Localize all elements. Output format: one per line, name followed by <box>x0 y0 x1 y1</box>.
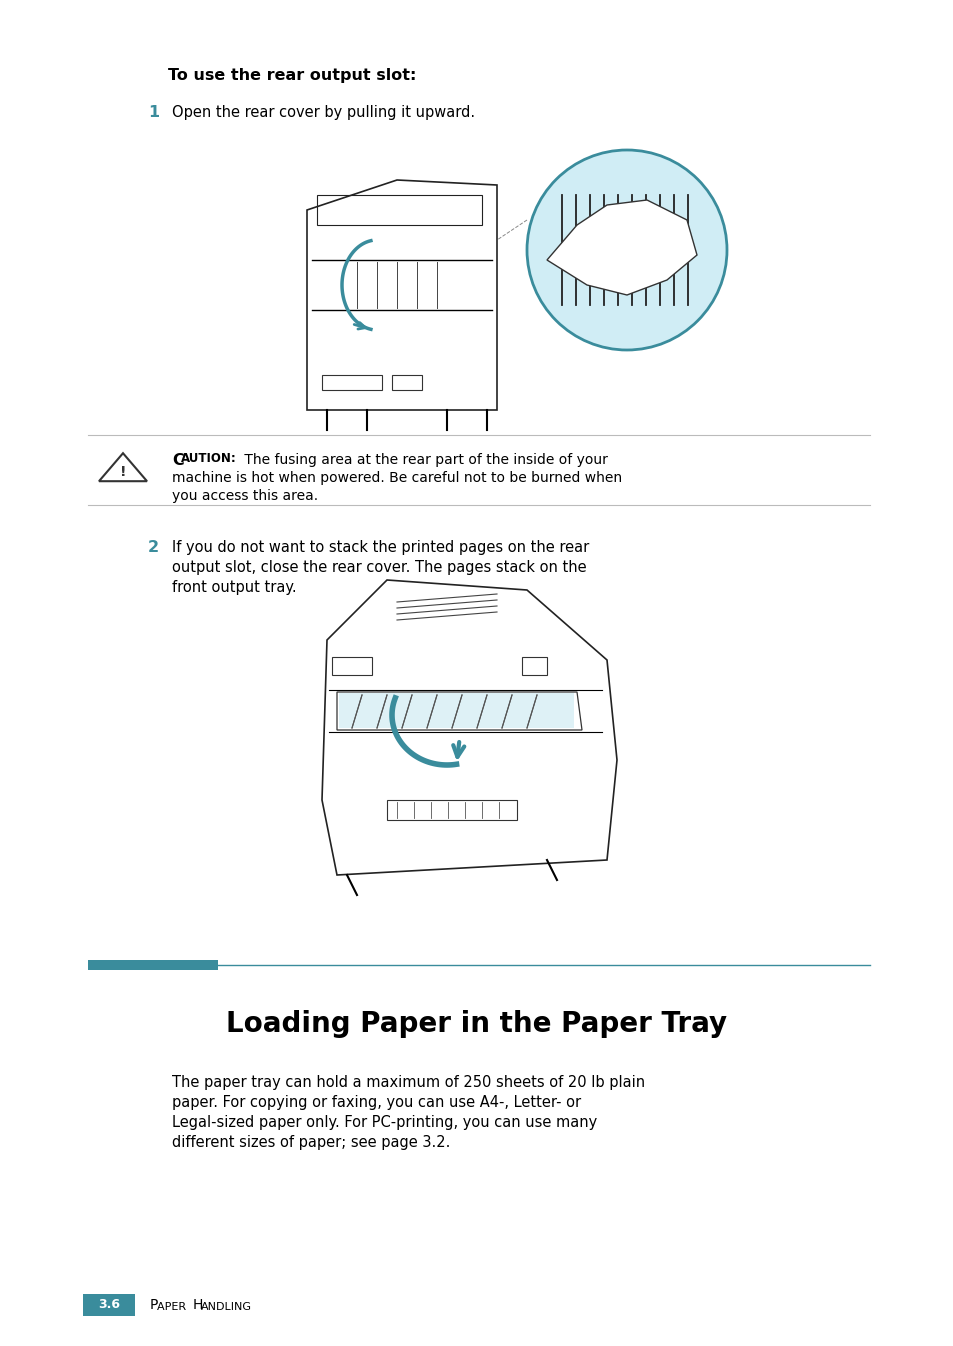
Text: front output tray.: front output tray. <box>172 580 296 595</box>
Text: C: C <box>172 454 184 468</box>
Bar <box>387 800 517 820</box>
Text: P: P <box>150 1298 158 1312</box>
Bar <box>392 376 421 390</box>
Circle shape <box>526 149 726 350</box>
Polygon shape <box>546 201 697 295</box>
Text: Legal-sized paper only. For PC-printing, you can use many: Legal-sized paper only. For PC-printing,… <box>172 1114 597 1131</box>
Text: APER: APER <box>157 1302 190 1312</box>
Text: Loading Paper in the Paper Tray: Loading Paper in the Paper Tray <box>226 1010 727 1038</box>
Text: you access this area.: you access this area. <box>172 489 317 503</box>
Text: !: ! <box>120 464 126 479</box>
Text: machine is hot when powered. Be careful not to be burned when: machine is hot when powered. Be careful … <box>172 471 621 485</box>
Text: 1: 1 <box>148 105 159 120</box>
Text: ANDLING: ANDLING <box>201 1302 252 1312</box>
Text: AUTION:: AUTION: <box>181 452 236 464</box>
Text: The paper tray can hold a maximum of 250 sheets of 20 lb plain: The paper tray can hold a maximum of 250… <box>172 1075 644 1090</box>
Text: 3.6: 3.6 <box>98 1299 120 1311</box>
Text: different sizes of paper; see page 3.2.: different sizes of paper; see page 3.2. <box>172 1135 450 1149</box>
Bar <box>332 657 372 674</box>
Text: paper. For copying or faxing, you can use A4-, Letter- or: paper. For copying or faxing, you can us… <box>172 1096 580 1110</box>
Text: output slot, close the rear cover. The pages stack on the: output slot, close the rear cover. The p… <box>172 560 586 575</box>
Text: Open the rear cover by pulling it upward.: Open the rear cover by pulling it upward… <box>172 105 475 120</box>
Bar <box>338 693 574 728</box>
Bar <box>316 195 481 225</box>
Text: H: H <box>193 1298 203 1312</box>
FancyBboxPatch shape <box>83 1294 135 1316</box>
Bar <box>521 657 546 674</box>
Bar <box>322 376 381 390</box>
Text: To use the rear output slot:: To use the rear output slot: <box>168 69 416 83</box>
Bar <box>88 960 218 970</box>
Text: 2: 2 <box>148 540 159 555</box>
Text: If you do not want to stack the printed pages on the rear: If you do not want to stack the printed … <box>172 540 589 555</box>
Text: The fusing area at the rear part of the inside of your: The fusing area at the rear part of the … <box>240 454 607 467</box>
